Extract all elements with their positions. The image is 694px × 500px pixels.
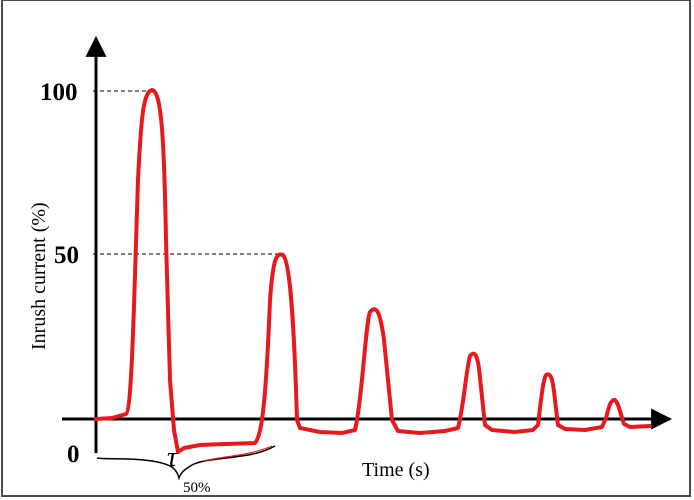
x-axis-title: Time (s) xyxy=(362,459,430,481)
tau-subscript: 50% xyxy=(183,480,211,496)
y-tick-label-50: 50 xyxy=(54,242,79,269)
tau-brace-accent xyxy=(202,445,273,462)
tau-brace xyxy=(96,445,276,481)
tau-symbol: τ xyxy=(167,442,178,473)
series-line xyxy=(94,88,652,454)
y-tick-label-0: 0 xyxy=(67,441,80,468)
y-axis-title: Inrush current (%) xyxy=(28,202,50,350)
y-tick-label-100: 100 xyxy=(40,79,78,106)
